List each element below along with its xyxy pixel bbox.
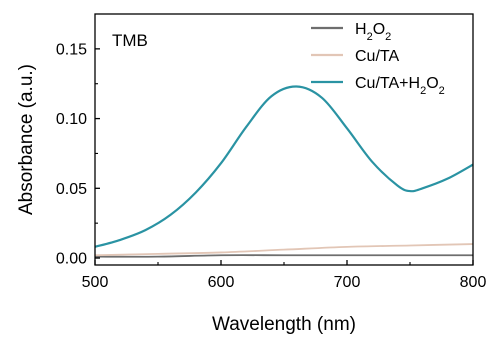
plot-layer xyxy=(94,85,474,258)
y-tick-label: 0.15 xyxy=(56,41,87,58)
annotation-label: TMB xyxy=(112,31,148,50)
series-line-cu-ta xyxy=(94,243,474,257)
series-line-h2o2 xyxy=(94,254,473,258)
x-tick-label: 600 xyxy=(208,274,235,291)
y-tick-label: 0.10 xyxy=(56,111,87,128)
legend-label-cu-ta: Cu/TA xyxy=(355,48,399,65)
legend-label-h2o2: H2O2 xyxy=(355,21,391,43)
legend-label-text: O xyxy=(426,75,438,92)
axis-layer: 500 600 700 800 0.00 0.05 0.10 0.15 xyxy=(56,13,487,291)
y-tick-label: 0.00 xyxy=(56,251,87,268)
y-tick-label: 0.05 xyxy=(56,181,87,198)
y-axis-title: Absorbance (a.u.) xyxy=(16,64,37,215)
legend-subscript: 2 xyxy=(439,85,445,97)
x-tick-label: 800 xyxy=(460,274,487,291)
legend-subscript: 2 xyxy=(367,31,373,43)
legend-label-text: Cu/TA xyxy=(355,48,399,65)
x-axis-title: Wavelength (nm) xyxy=(212,314,356,335)
legend-label-text: Cu/TA+H xyxy=(355,75,420,92)
x-tick-label: 500 xyxy=(82,274,109,291)
legend-subscript: 2 xyxy=(385,31,391,43)
legend-subscript: 2 xyxy=(420,85,426,97)
x-tick-label: 700 xyxy=(334,274,361,291)
legend-label-text: O xyxy=(373,21,385,38)
series-line-cu-ta-h2o2 xyxy=(94,85,474,248)
legend-label-text: H xyxy=(355,21,367,38)
legend-label-cu-ta-h2o2: Cu/TA+H2O2 xyxy=(355,75,445,97)
